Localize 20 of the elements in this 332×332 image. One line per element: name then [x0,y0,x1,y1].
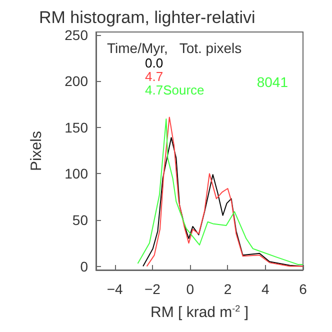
x-tick-label: 2 [224,281,232,297]
x-tick-label: −2 [144,281,161,297]
y-tick-label: 150 [64,119,88,136]
line-series [142,137,304,267]
y-axis-title: Pixels [28,130,45,172]
x-tick-label: 6 [299,281,308,297]
y-tick-label: 250 [64,26,88,43]
y-tick-label: 50 [72,212,88,228]
x-tick-label: 0 [186,281,194,297]
y-tick-label: 200 [64,73,88,90]
legend-title: Time/Myr, Tot. pixels [107,40,242,56]
annotation: 8041 [256,74,288,90]
y-tick-label: 0 [80,258,88,274]
text: 4.7Source [145,82,204,98]
text: 0.0 [145,56,164,70]
x-tick-label: 4 [261,281,270,297]
text: 4.7 [145,69,164,84]
chart-title: RM histogram, lighter-relativi [39,8,256,27]
y-tick-label: 100 [64,166,88,182]
x-tick-label: −4 [106,281,124,297]
